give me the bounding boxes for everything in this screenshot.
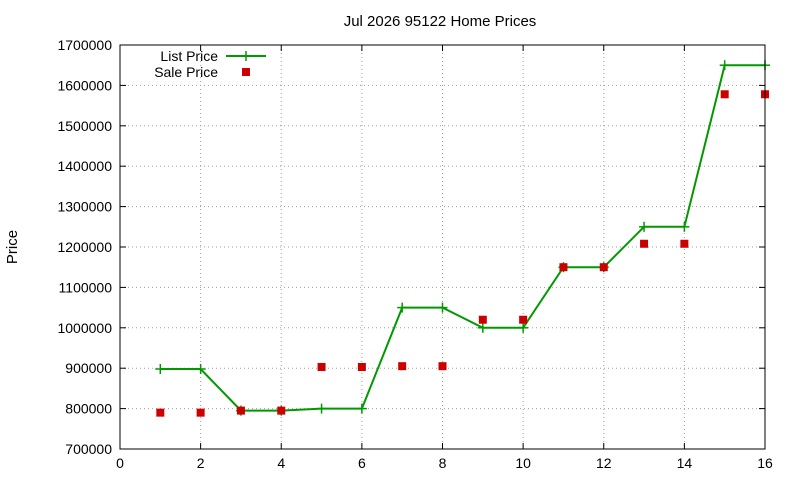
sale-price-point bbox=[439, 362, 447, 370]
sale-price-point bbox=[398, 362, 406, 370]
sale-price-point bbox=[680, 240, 688, 248]
sale-price-point bbox=[156, 409, 164, 417]
y-tick-label: 800000 bbox=[65, 401, 112, 417]
sale-price-point bbox=[318, 363, 326, 371]
list-price-point bbox=[679, 222, 689, 232]
legend-marker-sale-price bbox=[242, 68, 250, 76]
sale-price-point bbox=[358, 363, 366, 371]
y-tick-label: 1000000 bbox=[57, 320, 112, 336]
list-price-point bbox=[478, 323, 488, 333]
sale-price-point bbox=[559, 263, 567, 271]
x-tick-label: 0 bbox=[116, 455, 124, 471]
y-tick-label: 1400000 bbox=[57, 158, 112, 174]
y-tick-label: 1300000 bbox=[57, 199, 112, 215]
y-tick-label: 1100000 bbox=[59, 279, 113, 295]
grid bbox=[120, 45, 765, 449]
sale-price-point bbox=[479, 316, 487, 324]
series-list-price bbox=[155, 60, 770, 415]
series-sale-price bbox=[156, 90, 769, 416]
y-tick-label: 1500000 bbox=[57, 118, 112, 134]
y-tick-label: 1700000 bbox=[57, 37, 112, 53]
y-tick-label: 1200000 bbox=[57, 239, 112, 255]
legend-label-list-price: List Price bbox=[160, 48, 218, 64]
list-price-point bbox=[155, 364, 165, 374]
legend-marker-list-price bbox=[241, 51, 251, 61]
x-tick-label: 16 bbox=[757, 455, 773, 471]
list-price-point bbox=[720, 60, 730, 70]
chart-title: Jul 2026 95122 Home Prices bbox=[344, 13, 537, 30]
legend-label-sale-price: Sale Price bbox=[154, 64, 218, 80]
x-tick-label: 12 bbox=[596, 455, 612, 471]
list-price-point bbox=[397, 303, 407, 313]
x-tick-label: 2 bbox=[197, 455, 205, 471]
sale-price-point bbox=[197, 409, 205, 417]
sale-price-point bbox=[237, 407, 245, 415]
sale-price-point bbox=[640, 240, 648, 248]
list-price-line bbox=[160, 65, 765, 410]
x-tick-label: 8 bbox=[439, 455, 447, 471]
x-axis: 0 2 4 6 8 10 12 14 16 bbox=[116, 45, 773, 471]
sale-price-point bbox=[721, 90, 729, 98]
sale-price-point bbox=[600, 263, 608, 271]
y-tick-label: 900000 bbox=[65, 360, 112, 376]
y-tick-label: 1600000 bbox=[57, 77, 112, 93]
sale-price-point bbox=[519, 316, 527, 324]
x-tick-label: 10 bbox=[515, 455, 531, 471]
y-tick-label: 700000 bbox=[65, 441, 112, 457]
y-axis: 700000 800000 900000 1000000 1100000 1200000 1… bbox=[57, 37, 765, 457]
sale-price-point bbox=[277, 407, 285, 415]
x-tick-label: 6 bbox=[358, 455, 366, 471]
list-price-point bbox=[357, 404, 367, 414]
series-group bbox=[155, 60, 770, 416]
list-price-point bbox=[438, 303, 448, 313]
y-axis-title: Price bbox=[4, 230, 21, 264]
x-tick-label: 14 bbox=[677, 455, 693, 471]
list-price-point bbox=[317, 404, 327, 414]
x-tick-label: 4 bbox=[277, 455, 285, 471]
